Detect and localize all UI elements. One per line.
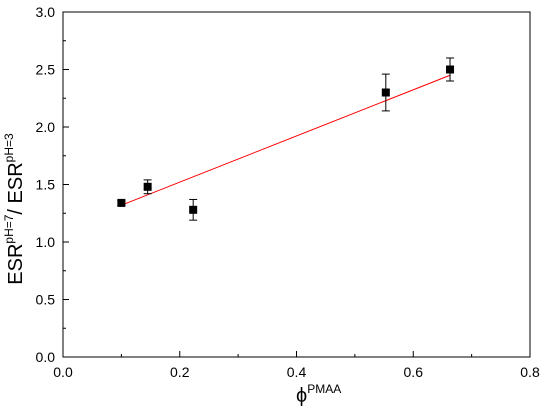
x-tick-label: 0.2 [170,364,190,380]
y-axis-label-sup1: pH=7 [2,214,16,243]
y-axis-label: ESRpH=7/ ESRpH=3 [2,133,27,285]
y-tick-label: 3.0 [36,4,56,20]
y-tick-label: 1.0 [36,234,56,250]
x-tick-label: 0.0 [53,364,73,380]
y-axis-ticks: 0.0 0.5 1.0 1.5 2.0 2.5 3.0 [36,4,69,365]
y-axis-label-sup2: pH=3 [2,133,16,162]
fit-line-group [121,74,451,206]
y-tick-label: 0.0 [36,349,56,365]
data-point [446,65,455,74]
plot-frame [62,11,531,358]
x-tick-label: 0.4 [287,364,307,380]
x-tick-label: 0.8 [520,364,540,380]
data-points [117,57,455,221]
y-tick-label: 2.5 [36,62,56,78]
fit-line [121,74,451,206]
y-axis-label-sep: / [5,203,27,214]
y-tick-label: 2.0 [36,119,56,135]
x-axis-label: ϕPMAA [296,382,341,407]
x-tick-label: 0.6 [404,364,424,380]
y-axis-label-base2: ESR [5,162,27,203]
x-axis-label-sup: PMAA [307,382,341,396]
x-axis-ticks: 0.0 0.2 0.4 0.6 0.8 [53,351,540,380]
data-point [381,88,390,97]
data-point [117,198,126,207]
y-axis-label-base1: ESR [5,244,27,285]
y-tick-label: 1.5 [36,177,56,193]
data-point [143,182,152,191]
x-axis-label-base: ϕ [296,385,307,407]
data-point [189,205,198,214]
y-tick-label: 0.5 [36,292,56,308]
